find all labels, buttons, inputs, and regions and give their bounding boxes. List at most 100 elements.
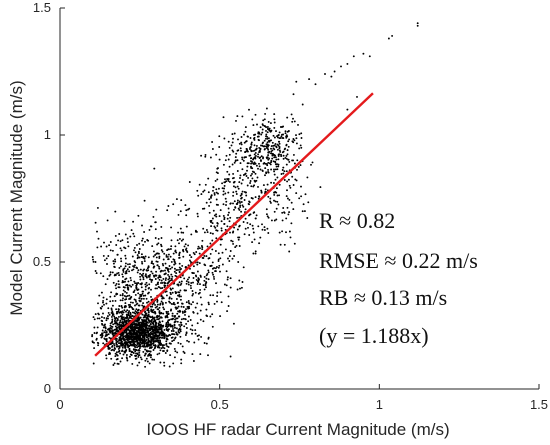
scatter-point — [292, 93, 295, 96]
scatter-point — [239, 287, 241, 290]
scatter-point — [139, 293, 142, 296]
scatter-point — [269, 201, 272, 204]
scatter-point — [169, 279, 172, 282]
scatter-point — [209, 294, 212, 297]
scatter-point — [145, 339, 148, 341]
scatter-point — [121, 321, 123, 324]
scatter-point — [134, 350, 137, 353]
scatter-point — [109, 271, 112, 274]
scatter-point — [137, 309, 139, 312]
scatter-point — [118, 345, 121, 348]
scatter-point — [346, 62, 349, 65]
scatter-point — [178, 242, 180, 245]
scatter-point — [264, 137, 267, 140]
scatter-point — [211, 232, 214, 235]
scatter-point — [130, 351, 133, 354]
scatter-point — [263, 124, 266, 127]
scatter-point — [209, 195, 212, 198]
scatter-point — [118, 346, 121, 349]
scatter-point — [272, 134, 275, 137]
scatter-point — [123, 267, 126, 270]
scatter-point — [111, 318, 114, 321]
scatter-point — [154, 322, 157, 325]
scatter-point — [142, 243, 145, 246]
scatter-point — [155, 333, 158, 336]
scatter-point — [247, 176, 250, 179]
scatter-point — [194, 332, 197, 335]
scatter-point — [207, 354, 209, 357]
scatter-point — [202, 190, 205, 193]
scatter-point — [143, 199, 146, 202]
scatter-point — [152, 317, 155, 320]
scatter-point — [128, 305, 131, 308]
scatter-point — [149, 316, 152, 319]
scatter-point — [207, 303, 210, 306]
scatter-point — [391, 34, 394, 37]
scatter-point — [116, 345, 118, 348]
scatter-point — [124, 336, 127, 339]
scatter-point — [197, 338, 200, 341]
scatter-point — [215, 237, 218, 240]
y-tick-label: 0 — [44, 381, 51, 396]
scatter-point — [115, 343, 118, 346]
scatter-point — [256, 176, 259, 179]
scatter-point — [115, 326, 118, 329]
scatter-point — [275, 158, 278, 161]
scatter-point — [244, 173, 246, 176]
scatter-point — [101, 333, 104, 336]
scatter-point — [108, 313, 111, 316]
points-layer — [91, 22, 419, 368]
scatter-point — [159, 340, 162, 343]
scatter-point — [232, 172, 235, 175]
scatter-point — [179, 330, 182, 333]
scatter-point — [161, 262, 164, 265]
scatter-point — [178, 256, 181, 259]
scatter-point — [133, 345, 136, 348]
scatter-point — [187, 320, 190, 323]
scatter-point — [280, 135, 283, 138]
scatter-point — [104, 329, 107, 332]
scatter-point — [283, 170, 286, 173]
scatter-point — [205, 229, 208, 231]
scatter-point — [139, 272, 142, 275]
scatter-point — [192, 251, 195, 254]
scatter-point — [254, 250, 257, 253]
scatter-point — [114, 274, 117, 276]
scatter-point — [148, 228, 151, 231]
scatter-point — [114, 299, 117, 302]
scatter-point — [181, 345, 184, 348]
scatter-point — [164, 284, 167, 287]
scatter-point — [196, 212, 199, 215]
scatter-point — [121, 334, 124, 337]
scatter-point — [127, 303, 130, 306]
scatter-point — [121, 318, 124, 321]
scatter-point — [202, 284, 205, 287]
scatter-point — [160, 225, 163, 228]
scatter-point — [155, 339, 157, 342]
scatter-point — [251, 172, 253, 175]
scatter-point — [103, 303, 105, 306]
scatter-point — [143, 268, 146, 271]
scatter-point — [254, 154, 257, 157]
scatter-point — [114, 284, 117, 287]
scatter-point — [183, 325, 186, 328]
scatter-point — [223, 184, 226, 187]
scatter-point — [91, 334, 94, 336]
scatter-point — [185, 209, 188, 212]
scatter-point — [124, 265, 127, 268]
scatter-point — [229, 216, 232, 219]
scatter-point — [273, 144, 276, 147]
scatter-point — [278, 183, 281, 186]
scatter-point — [256, 123, 258, 126]
scatter-point — [177, 329, 180, 331]
scatter-point — [272, 160, 275, 163]
scatter-point — [232, 230, 235, 233]
stat-rb: RB ≈ 0.13 m/s — [319, 285, 447, 310]
scatter-point — [217, 192, 219, 195]
scatter-point — [143, 337, 146, 340]
scatter-point — [236, 216, 239, 219]
scatter-point — [268, 157, 271, 160]
scatter-point — [136, 330, 139, 333]
scatter-point — [172, 362, 175, 365]
scatter-point — [270, 145, 273, 148]
